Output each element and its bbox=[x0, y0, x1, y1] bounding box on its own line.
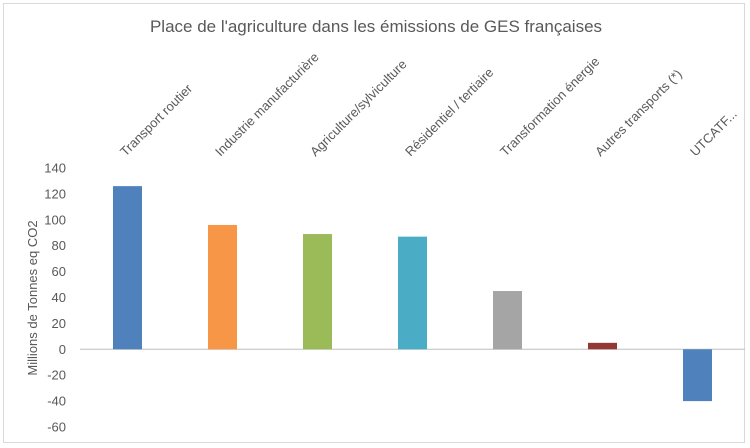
bar-3 bbox=[303, 234, 332, 350]
y-axis-ticks: 140 120 100 80 60 40 20 0 -20 -40 -60 bbox=[44, 161, 66, 435]
y-tick-label: 20 bbox=[52, 316, 66, 331]
bars bbox=[113, 186, 712, 402]
chart-title: Place de l'agriculture dans les émission… bbox=[150, 17, 602, 36]
category-label: Agriculture/sylviculture bbox=[307, 57, 410, 160]
category-label: Transformation énergie bbox=[497, 54, 602, 159]
y-tick-label: 40 bbox=[52, 290, 66, 305]
bar-4 bbox=[398, 236, 427, 350]
category-label: Transport routier bbox=[117, 80, 196, 159]
y-tick-label: -60 bbox=[47, 420, 66, 435]
y-tick-label: -40 bbox=[47, 394, 66, 409]
y-tick-label: 100 bbox=[44, 212, 66, 227]
y-axis-label: Millions de Tonnes eq CO2 bbox=[25, 220, 40, 375]
bar-7 bbox=[683, 349, 712, 402]
bar-6 bbox=[588, 342, 617, 350]
y-tick-label: -20 bbox=[47, 368, 66, 383]
category-label: Résidentiel / tertiaire bbox=[402, 65, 496, 159]
category-label: Industrie manufacturière bbox=[212, 49, 322, 159]
y-tick-label: 140 bbox=[44, 161, 66, 176]
y-tick-label: 60 bbox=[52, 264, 66, 279]
y-tick-label: 0 bbox=[59, 342, 66, 357]
bar-1 bbox=[113, 186, 142, 350]
y-tick-label: 120 bbox=[44, 186, 66, 201]
category-label: UTCATF... bbox=[687, 106, 740, 159]
category-labels: Transport routier Industrie manufacturièr… bbox=[117, 49, 740, 159]
y-tick-label: 80 bbox=[52, 238, 66, 253]
bar-2 bbox=[208, 224, 237, 350]
category-label: Autres transports (*) bbox=[592, 66, 685, 159]
bar-5 bbox=[493, 291, 522, 350]
